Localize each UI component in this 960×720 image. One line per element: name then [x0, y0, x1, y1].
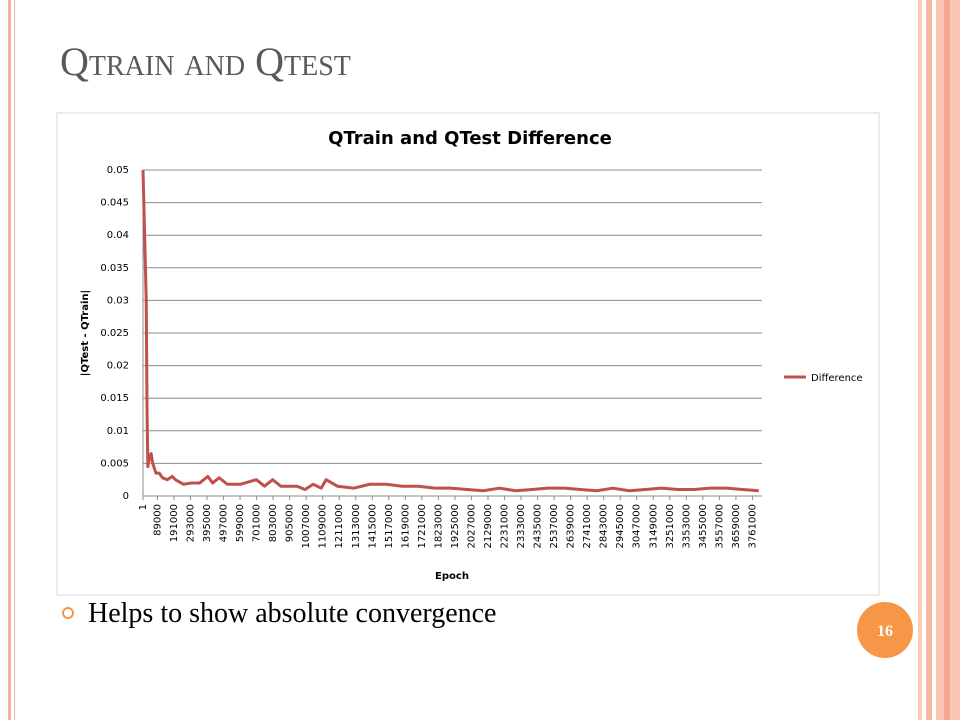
x-tick-label: 3659000	[731, 504, 742, 549]
x-tick-label: 395000	[202, 504, 213, 542]
x-tick-label: 2129000	[483, 504, 494, 549]
x-tick-label: 2843000	[599, 504, 610, 549]
x-tick-label: 191000	[169, 504, 180, 542]
x-tick-label: 1	[138, 504, 149, 510]
page-number-badge	[857, 602, 913, 658]
x-tick-label: 3047000	[632, 504, 643, 549]
y-tick-label: 0.02	[107, 361, 129, 372]
chart: QTrain and QTest Difference Epoch |QTest…	[56, 112, 880, 596]
chart-title: QTrain and QTest Difference	[328, 128, 612, 149]
x-tick-label: 2537000	[549, 504, 560, 549]
x-tick-label: 2639000	[566, 504, 577, 549]
y-tick-label: 0.015	[100, 393, 129, 404]
y-tick-label: 0.05	[107, 165, 129, 176]
left-border-thin	[14, 0, 15, 720]
y-tick-label: 0.03	[107, 295, 129, 306]
x-tick-label: 2741000	[582, 504, 593, 549]
y-tick-label: 0.035	[100, 263, 129, 274]
x-tick-label: 1517000	[384, 504, 395, 549]
right-stripe	[918, 0, 922, 720]
bullet-marker	[62, 607, 74, 619]
x-axis-label: Epoch	[435, 571, 469, 582]
x-tick-label: 905000	[285, 504, 296, 542]
x-tick-label: 1007000	[301, 504, 312, 549]
x-tick-label: 293000	[185, 504, 196, 542]
legend-label: Difference	[811, 373, 863, 384]
x-tick-label: 2027000	[466, 504, 477, 549]
y-tick-label: 0.045	[100, 198, 129, 209]
x-tick-label: 1109000	[318, 504, 329, 549]
plot-area: 0 0.005 0.01 0.015 0.02 0.025 0.03 0.035 0.04 0.0…	[100, 165, 862, 549]
right-stripe	[926, 0, 932, 720]
x-tick-label: 497000	[219, 504, 230, 542]
x-tick-label: 701000	[252, 504, 263, 542]
x-tick-label: 3557000	[714, 504, 725, 549]
x-tick-label: 3251000	[665, 504, 676, 549]
y-tick-label: 0.01	[107, 426, 129, 437]
x-tick-label: 3149000	[648, 504, 659, 549]
y-tick-label: 0.04	[107, 230, 129, 241]
right-stripe	[944, 0, 950, 720]
y-axis-label: |QTest - QTrain|	[80, 290, 91, 376]
x-tick-label: 1721000	[417, 504, 428, 549]
x-tick-label: 3455000	[698, 504, 709, 549]
y-tick-label: 0.025	[100, 328, 129, 339]
x-tick-label: 3353000	[681, 504, 692, 549]
chart-frame	[56, 112, 880, 596]
x-tick-label: 2435000	[533, 504, 544, 549]
x-tick-label: 1823000	[433, 504, 444, 549]
y-tick-label: 0	[123, 491, 129, 502]
data-line	[141, 169, 759, 493]
x-tick-label: 1415000	[367, 504, 378, 549]
slide-title: Qtrain and Qtest	[60, 39, 351, 84]
x-tick-label: 803000	[268, 504, 279, 542]
x-tick-label: 89000	[152, 504, 163, 536]
x-tick-label: 2231000	[500, 504, 511, 549]
left-border	[8, 0, 11, 720]
x-tick-label: 2945000	[615, 504, 626, 549]
y-tick-label: 0.005	[100, 458, 129, 469]
x-tick-label: 1313000	[351, 504, 362, 549]
x-tick-label: 599000	[235, 504, 246, 542]
bullet-text: Helps to show absolute convergence	[88, 598, 497, 629]
x-tick-label: 1619000	[400, 504, 411, 549]
x-tick-label: 1211000	[334, 504, 345, 549]
x-tick-label: 3761000	[747, 504, 758, 549]
x-tick-label: 2333000	[516, 504, 527, 549]
x-tick-label: 1925000	[450, 504, 461, 549]
page-number: 16	[877, 623, 893, 640]
